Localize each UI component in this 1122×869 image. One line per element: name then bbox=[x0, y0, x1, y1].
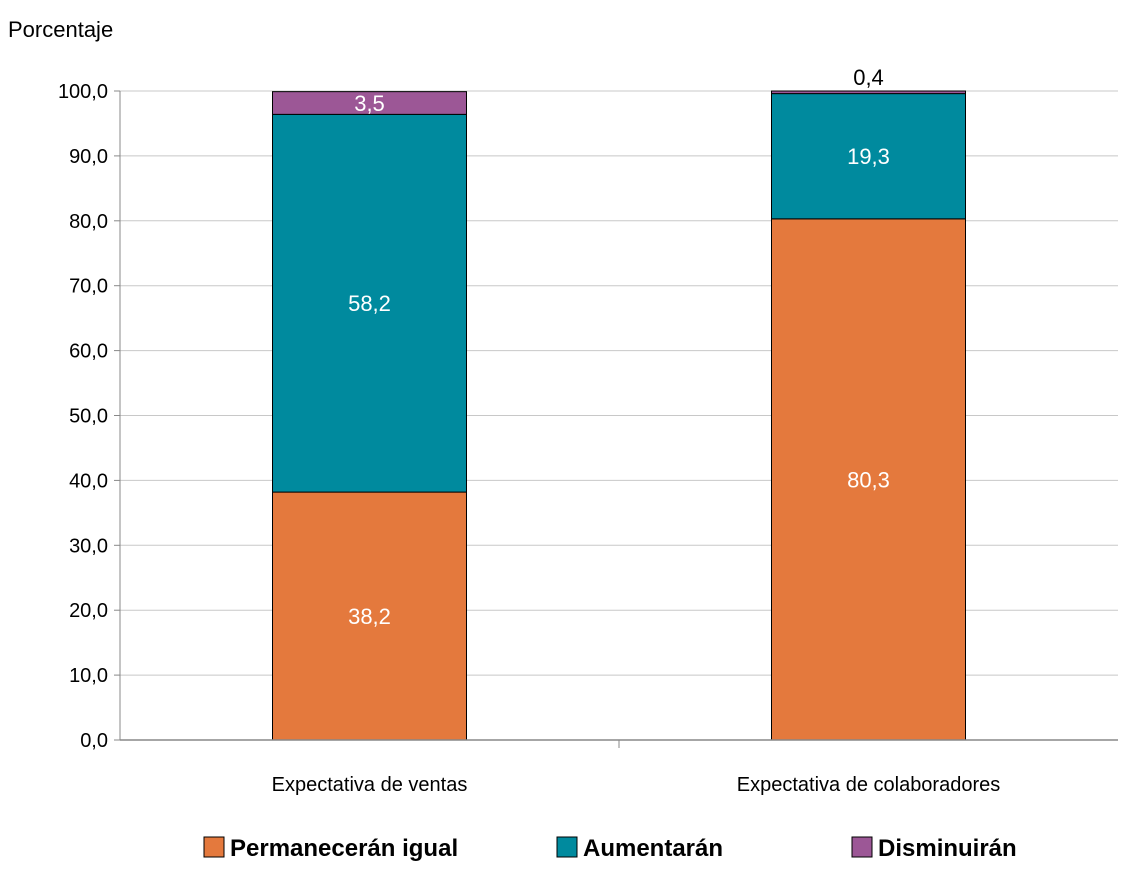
x-category-label: Expectativa de colaboradores bbox=[737, 774, 1001, 796]
bar-segment bbox=[771, 218, 966, 741]
y-axis-title: Porcentaje bbox=[8, 17, 113, 42]
legend-label: Permanecerán igual bbox=[230, 835, 458, 862]
data-label: 38,2 bbox=[348, 604, 391, 629]
data-label: 80,3 bbox=[847, 467, 890, 492]
data-label: 58,2 bbox=[348, 291, 391, 316]
y-tick-label: 90,0 bbox=[69, 146, 108, 168]
data-label: 3,5 bbox=[354, 91, 385, 116]
y-tick-label: 10,0 bbox=[69, 665, 108, 687]
y-tick-label: 50,0 bbox=[69, 406, 108, 428]
y-tick-label: 100,0 bbox=[58, 81, 108, 103]
data-label: 19,3 bbox=[847, 144, 890, 169]
bar-segment bbox=[272, 113, 467, 493]
gridlines bbox=[120, 90, 1118, 676]
y-tick-label: 80,0 bbox=[69, 211, 108, 233]
legend: Permanecerán igual Aumentarán Disminuirán bbox=[203, 835, 1017, 862]
y-tick-label: 60,0 bbox=[69, 341, 108, 363]
y-tick-label: 0,0 bbox=[80, 730, 108, 752]
y-tick-label: 20,0 bbox=[69, 600, 108, 622]
legend-label: Disminuirán bbox=[878, 835, 1017, 862]
bar-segment bbox=[771, 90, 966, 95]
x-axis-category-labels: Expectativa de ventas Expectativa de cola… bbox=[272, 774, 1001, 796]
legend-swatch bbox=[851, 836, 873, 858]
y-tick-label: 40,0 bbox=[69, 470, 108, 492]
data-label: 0,4 bbox=[853, 65, 884, 90]
y-tick-label: 30,0 bbox=[69, 535, 108, 557]
y-tick-label: 70,0 bbox=[69, 276, 108, 298]
x-category-label: Expectativa de ventas bbox=[272, 774, 468, 796]
legend-label: Aumentarán bbox=[583, 835, 723, 862]
axes bbox=[114, 90, 1118, 748]
legend-swatch bbox=[556, 836, 578, 858]
y-axis-tick-labels: 0,0 10,0 20,0 30,0 40,0 50,0 60,0 70,0 80,0 90,0 1… bbox=[58, 81, 108, 752]
legend-swatch bbox=[203, 836, 225, 858]
bar-segment bbox=[771, 93, 966, 220]
bar-segment bbox=[272, 91, 467, 115]
bars: 38,2 58,2 3,5 80,3 19,3 0,4 bbox=[272, 65, 966, 741]
